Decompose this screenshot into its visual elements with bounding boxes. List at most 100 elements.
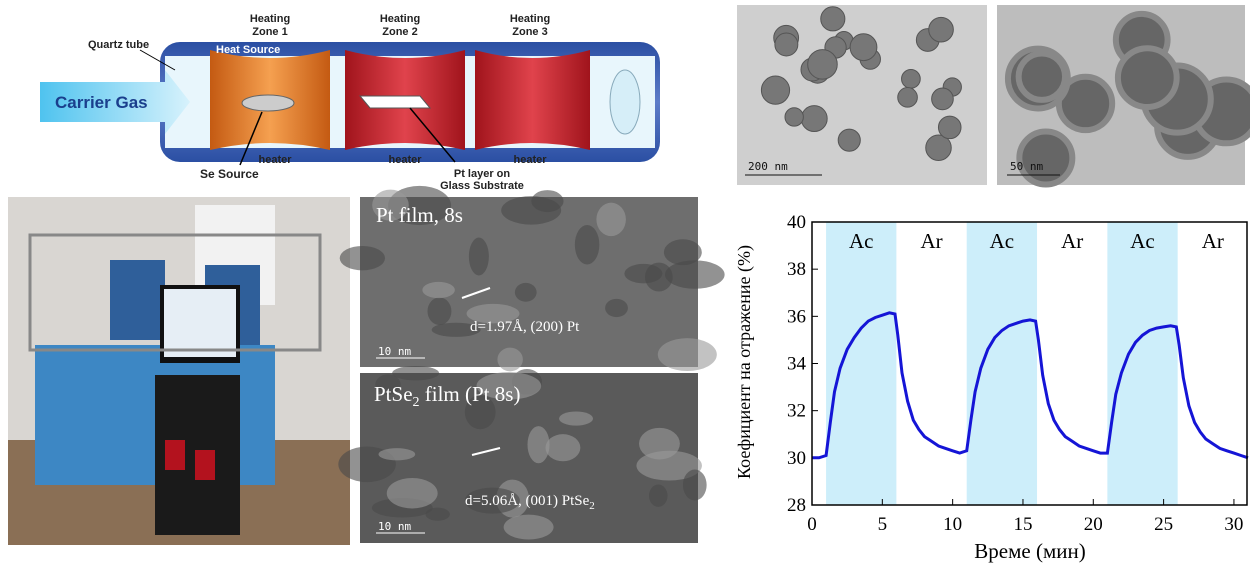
texture — [531, 190, 563, 212]
region-label: Ac — [990, 229, 1015, 253]
zone-label: Heating — [250, 13, 290, 25]
texture — [596, 203, 626, 236]
texture — [575, 225, 600, 265]
meter — [195, 450, 215, 480]
equipment-photo — [8, 197, 350, 545]
texture — [497, 348, 522, 372]
texture — [515, 283, 537, 302]
label: Pt layer on — [454, 168, 511, 180]
particle — [929, 17, 954, 42]
zone-label: Zone 2 — [382, 26, 417, 38]
texture — [624, 264, 662, 283]
zone — [475, 50, 590, 150]
x-axis-title: Време (мин) — [974, 539, 1085, 563]
particle — [1118, 48, 1177, 107]
texture — [392, 366, 439, 380]
text-part: d=5.06Å, (001) PtSe — [465, 493, 590, 509]
region-label: Ar — [920, 229, 942, 253]
particle — [1019, 132, 1072, 185]
subscript: 2 — [589, 500, 595, 512]
region-label: Ar — [1061, 229, 1083, 253]
texture — [546, 434, 581, 461]
particle — [785, 108, 803, 126]
furnace-diagram: Heating Zone 1 Heating Zone 2 Heating Zo… — [40, 13, 660, 192]
zone-label: Zone 3 — [512, 26, 547, 38]
scale-label: 200 nm — [748, 160, 788, 173]
substrate — [360, 96, 430, 108]
y-tick-label: 30 — [787, 448, 806, 469]
particle — [850, 34, 877, 61]
y-tick-label: 36 — [787, 306, 806, 327]
x-tick-label: 5 — [878, 514, 888, 535]
se-boat — [242, 95, 294, 111]
zone-label: Heating — [380, 13, 420, 25]
texture — [422, 282, 455, 298]
particle — [938, 116, 961, 139]
label: heater — [388, 154, 422, 166]
tem-title: Pt film, 8s — [376, 203, 463, 227]
particle — [775, 33, 798, 56]
texture — [428, 297, 452, 325]
particle — [1019, 53, 1065, 99]
region — [967, 222, 1037, 505]
label: Se Source — [200, 167, 259, 181]
label: heater — [258, 154, 292, 166]
region-label: Ac — [849, 229, 874, 253]
texture — [425, 508, 449, 521]
text-part: PtSe — [374, 382, 413, 406]
tem-images: 200 nm 50 nm — [737, 5, 1250, 185]
scale-label: 10 nm — [378, 520, 411, 533]
particle — [761, 76, 789, 104]
text-part: film (Pt 8s) — [420, 382, 521, 406]
particle — [898, 88, 918, 108]
particle — [932, 88, 954, 110]
region — [1107, 222, 1177, 505]
meter — [165, 440, 185, 470]
x-tick-label: 30 — [1224, 514, 1243, 535]
label: Heat Source — [216, 44, 280, 56]
particle — [821, 7, 845, 31]
texture — [665, 260, 725, 288]
y-tick-label: 38 — [787, 259, 806, 280]
figure: Heating Zone 1 Heating Zone 2 Heating Zo… — [0, 0, 1250, 568]
furnace — [110, 260, 165, 340]
y-axis-title: Коефициент на отражение (%) — [734, 245, 755, 479]
zone-label: Zone 1 — [252, 26, 287, 38]
particle — [808, 50, 838, 80]
y-tick-label: 34 — [787, 354, 807, 375]
particle — [838, 129, 860, 151]
x-tick-label: 25 — [1154, 514, 1173, 535]
tem-annotation: d=1.97Å, (200) Pt — [470, 319, 580, 335]
label: heater — [513, 154, 547, 166]
scale-label: 50 nm — [1010, 160, 1043, 173]
zone-label: Heating — [510, 13, 550, 25]
x-tick-label: 10 — [943, 514, 962, 535]
tem-title: PtSe2 film (Pt 8s) — [374, 382, 520, 410]
x-tick-label: 0 — [807, 514, 817, 535]
particle — [902, 70, 921, 89]
label: Glass Substrate — [440, 180, 524, 192]
texture — [387, 478, 438, 508]
scale-label: 10 nm — [378, 345, 411, 358]
tube-end — [610, 70, 640, 134]
texture — [649, 485, 668, 507]
y-tick-label: 32 — [787, 401, 806, 422]
texture — [378, 448, 415, 460]
subscript: 2 — [413, 395, 420, 410]
region — [826, 222, 896, 505]
screen — [164, 289, 236, 357]
texture — [469, 238, 489, 276]
region-label: Ar — [1202, 229, 1224, 253]
texture — [504, 515, 554, 540]
x-tick-label: 20 — [1084, 514, 1103, 535]
label: Carrier Gas — [55, 93, 148, 112]
texture — [658, 338, 717, 371]
region-label: Ac — [1130, 229, 1155, 253]
texture — [605, 299, 628, 317]
particle — [801, 106, 827, 132]
x-tick-label: 15 — [1013, 514, 1032, 535]
label: Quartz tube — [88, 39, 149, 51]
texture — [528, 426, 550, 463]
chart: Време (мин) Коефициент на отражение (%) … — [734, 212, 1248, 563]
